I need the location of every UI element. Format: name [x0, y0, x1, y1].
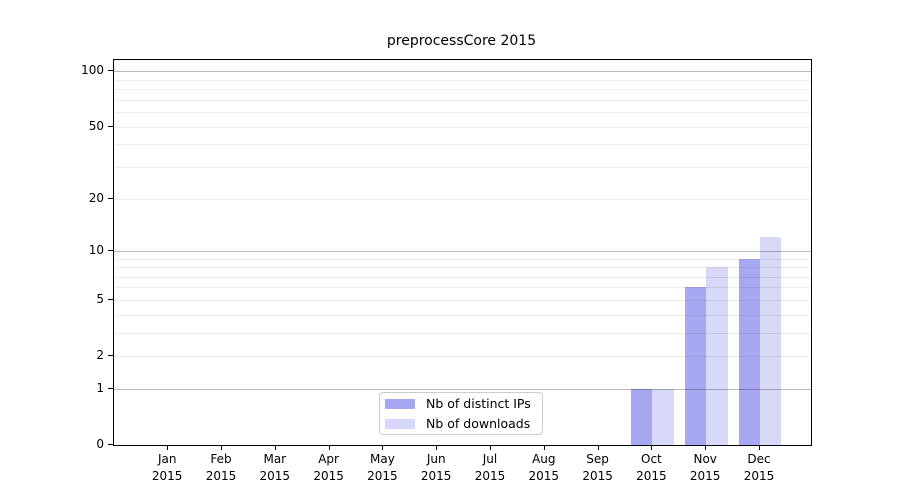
y-tick-20: [108, 197, 113, 199]
gridline-minor-50: [114, 126, 811, 128]
gridline-minor-6: [114, 287, 811, 289]
y-tick-label-1: 1: [96, 380, 104, 395]
x-tick-label-jul: Jul 2015: [474, 452, 506, 483]
gridline-minor-3: [114, 332, 811, 334]
x-tick-label-mar: Mar 2015: [259, 452, 291, 483]
gridline-minor-4: [114, 314, 811, 316]
gridline-minor-80: [114, 89, 811, 91]
gridline-minor-60: [114, 112, 811, 114]
chart-title: preprocessCore 2015: [386, 33, 537, 49]
x-tick-jul: [490, 445, 491, 450]
x-tick-aug: [543, 445, 545, 450]
x-tick-mar: [274, 445, 276, 450]
gridline-minor-30: [114, 166, 811, 168]
legend: Nb of distinct IPs Nb of downloads: [379, 392, 543, 435]
y-tick-label-20: 20: [88, 190, 104, 205]
gridline-minor-7: [114, 276, 811, 278]
gridline-major-1: [114, 388, 811, 390]
x-tick-label-oct: Oct 2015: [636, 452, 667, 483]
legend-swatch-downloads: [385, 418, 415, 429]
y-tick-label-5: 5: [96, 291, 104, 306]
bar-nb-of-distinct-ips-dec: [738, 258, 760, 445]
gridline-minor-9: [114, 258, 811, 260]
bar-nb-of-distinct-ips-oct: [631, 388, 653, 445]
legend-item-downloads: Nb of downloads: [385, 415, 542, 432]
legend-swatch-distinct-ips: [385, 398, 415, 409]
x-tick-sep: [597, 445, 599, 450]
y-tick-label-0: 0: [96, 437, 104, 451]
x-tick-jun: [436, 445, 438, 450]
x-tick-label-jun: Jun 2015: [420, 452, 452, 483]
gridline-minor-20: [114, 198, 811, 200]
y-tick-label-2: 2: [96, 348, 104, 362]
bar-nb-of-distinct-ips-nov: [684, 287, 707, 445]
y-tick-label-50: 50: [88, 118, 104, 133]
y-tick-10: [108, 249, 113, 251]
gridline-minor-5: [114, 299, 811, 301]
y-tick-label-10: 10: [88, 242, 104, 257]
gridline-minor-40: [114, 144, 811, 146]
x-tick-jan: [167, 445, 169, 450]
y-tick-2: [108, 355, 113, 356]
x-tick-apr: [328, 445, 330, 450]
legend-item-distinct-ips: Nb of distinct IPs: [385, 395, 542, 412]
y-tick-1: [108, 387, 113, 389]
x-tick-oct: [651, 445, 653, 450]
x-tick-label-sep: Sep 2015: [582, 452, 613, 483]
x-tick-feb: [221, 445, 222, 450]
x-tick-label-feb: Feb 2015: [205, 452, 237, 483]
bar-nb-of-downloads-dec: [760, 237, 782, 445]
x-tick-label-dec: Dec 2015: [743, 452, 775, 483]
y-tick-5: [108, 298, 113, 300]
y-tick-0: [108, 444, 113, 445]
x-tick-nov: [705, 445, 707, 450]
x-tick-label-may: May 2015: [367, 452, 398, 483]
y-tick-100: [108, 70, 113, 72]
plot-area: [113, 59, 812, 446]
gridline-minor-8: [114, 267, 811, 269]
x-tick-label-apr: Apr 2015: [313, 452, 344, 483]
x-tick-label-jan: Jan 2015: [151, 452, 183, 483]
legend-label-distinct-ips: Nb of distinct IPs: [426, 396, 531, 411]
x-tick-label-aug: Aug 2015: [528, 452, 560, 483]
y-tick-50: [108, 125, 113, 127]
x-tick-label-nov: Nov 2015: [689, 452, 721, 483]
gridline-minor-70: [114, 99, 811, 101]
bar-nb-of-downloads-oct: [652, 388, 674, 445]
gridline-major-10: [114, 250, 811, 252]
y-tick-label-100: 100: [81, 63, 104, 78]
gridline-major-100: [114, 71, 811, 73]
bar-nb-of-downloads-nov: [706, 267, 728, 445]
legend-label-downloads: Nb of downloads: [426, 416, 531, 431]
x-tick-dec: [759, 445, 760, 450]
x-tick-may: [382, 445, 384, 450]
gridline-minor-2: [114, 356, 811, 357]
gridline-minor-90: [114, 79, 811, 81]
